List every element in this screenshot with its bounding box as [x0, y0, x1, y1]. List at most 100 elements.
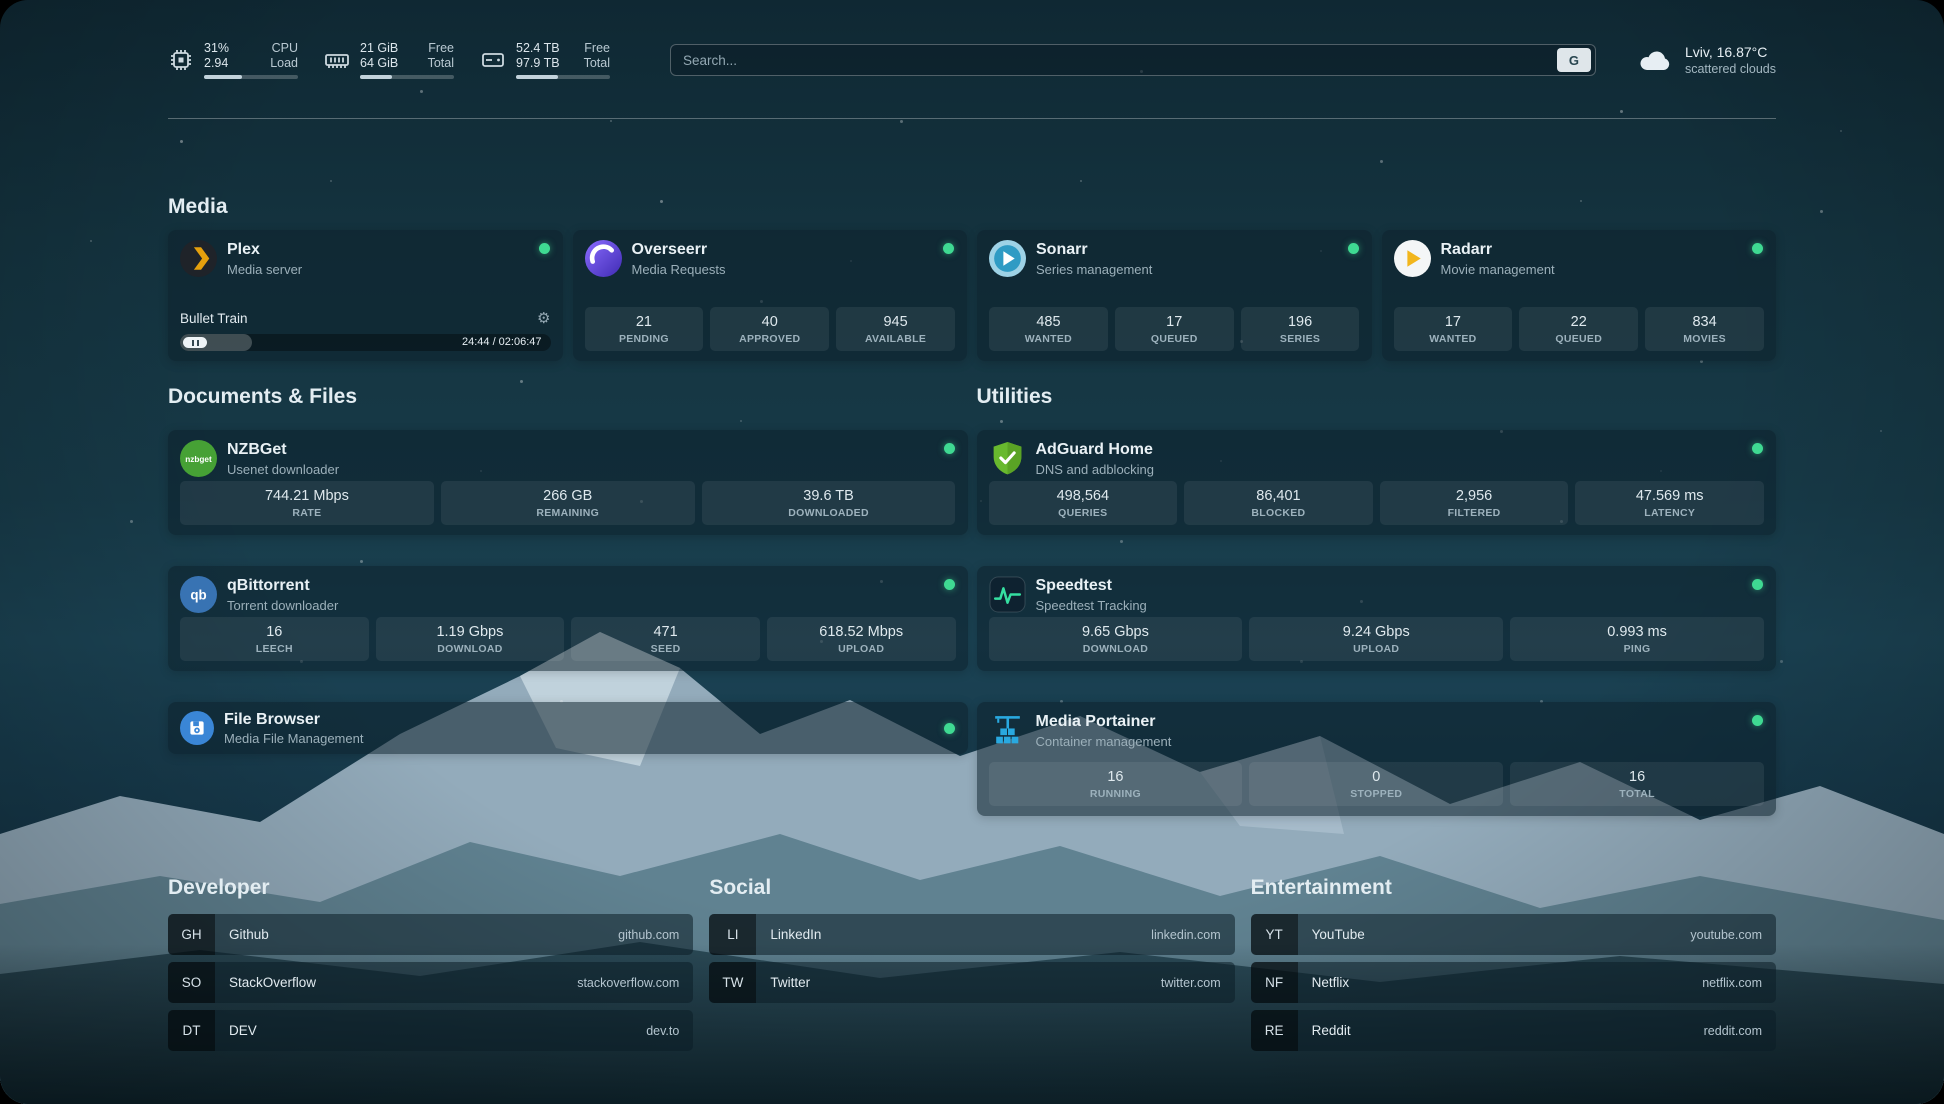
cpu-icon	[171, 50, 191, 71]
bookmark-name: LinkedIn	[770, 927, 822, 942]
stat-label: PING	[1623, 643, 1651, 655]
service-description: Media server	[227, 261, 303, 277]
stat-label: QUERIES	[1058, 507, 1108, 519]
utilities-column: Utilities AdGuard Home DNS and adblockin…	[976, 385, 1776, 816]
service-card-adguard[interactable]: AdGuard Home DNS and adblocking 498,564 …	[976, 430, 1776, 535]
bookmark-item[interactable]: LI LinkedIn linkedin.com	[709, 914, 1235, 955]
service-name: File Browser	[224, 710, 321, 728]
service-card-sonarr[interactable]: Sonarr Series management 485 WANTED 17 Q…	[977, 230, 1372, 361]
bookmark-url: github.com	[618, 927, 680, 942]
header-divider	[168, 118, 1776, 119]
stat-block: 22 QUEUED	[1519, 307, 1639, 351]
stat-label: AVAILABLE	[864, 333, 927, 345]
weather-condition: scattered clouds	[1684, 62, 1776, 76]
stat-label: QUEUED	[1150, 333, 1198, 345]
stat-block: 485 WANTED	[989, 307, 1108, 351]
svg-text:nzbget: nzbget	[185, 455, 212, 464]
bookmark-item[interactable]: NF Netflix netflix.com	[1250, 962, 1776, 1003]
stat-label: DOWNLOADED	[788, 507, 869, 519]
stat-label: LATENCY	[1644, 507, 1696, 519]
stat-label: PENDING	[618, 333, 669, 345]
stat-label: SEED	[650, 643, 681, 655]
stat-value: 744.21 Mbps	[264, 488, 349, 504]
status-dot	[1752, 579, 1763, 590]
bookmark-item[interactable]: TW Twitter twitter.com	[709, 962, 1235, 1003]
stat-value: 39.6 TB	[803, 488, 854, 504]
service-card-plex[interactable]: Plex Media server Bullet Train ⚙ 24:44 /…	[168, 230, 563, 361]
service-name: Speedtest	[1035, 577, 1112, 595]
disk-widget: 52.4 TB Free 97.9 TB Total	[480, 41, 610, 79]
bookmark-url: reddit.com	[1703, 1023, 1762, 1038]
memory-icon	[325, 54, 349, 69]
search-provider-button[interactable]: G	[1556, 48, 1591, 72]
adguard-icon	[989, 440, 1026, 477]
stat-label: DOWNLOAD	[437, 643, 503, 655]
bookmark-item[interactable]: RE Reddit reddit.com	[1250, 1010, 1776, 1051]
stat-value: 16	[266, 624, 283, 640]
stat-value: 0	[1372, 769, 1381, 785]
status-dot	[1752, 243, 1763, 254]
service-stats: 498,564 QUERIES 86,401 BLOCKED 2,956 FIL…	[988, 481, 1764, 525]
bookmark-url: stackoverflow.com	[577, 975, 680, 990]
memory-total-value: 64 GiB	[360, 56, 399, 71]
stat-value: 618.52 Mbps	[819, 624, 904, 640]
player-progress-bar[interactable]: 24:44 / 02:06:47	[180, 334, 551, 351]
bookmark-item[interactable]: GH Github github.com	[168, 914, 694, 955]
radarr-icon	[1393, 240, 1431, 277]
service-description: DNS and adblocking	[1035, 461, 1155, 477]
stat-value: 834	[1692, 314, 1717, 330]
stat-value: 945	[883, 314, 908, 330]
stat-block: 266 GB REMAINING	[440, 481, 695, 525]
pause-button[interactable]	[183, 337, 207, 348]
disk-total-value: 97.9 TB	[516, 56, 560, 71]
section-title-media: Media	[168, 195, 228, 218]
stat-block: 196 SERIES	[1240, 307, 1360, 351]
service-name: Plex	[227, 241, 260, 259]
disk-progress-bar	[516, 75, 610, 79]
status-dot	[1347, 243, 1359, 254]
stat-label: REMAINING	[536, 507, 600, 519]
bookmark-url: twitter.com	[1160, 975, 1221, 990]
service-card-radarr[interactable]: Radarr Movie management 17 WANTED 22 QUE…	[1381, 230, 1776, 361]
section-title-utilities: Utilities	[976, 385, 1053, 408]
top-bar: 31% CPU 2.94 Load 21 GiB Free 64 GiB Total	[168, 36, 1776, 84]
stat-block: 21 PENDING	[584, 307, 704, 351]
stat-block: 16 TOTAL	[1510, 762, 1764, 806]
stat-value: 17	[1166, 314, 1183, 330]
search-input[interactable]	[671, 52, 1557, 68]
service-card-portainer[interactable]: Media Portainer Container management 16 …	[976, 702, 1776, 816]
service-card-speedtest[interactable]: Speedtest Speedtest Tracking 9.65 Gbps D…	[976, 566, 1776, 671]
player-time: 24:44 / 02:06:47	[461, 336, 542, 348]
cpu-load-label: Load	[270, 56, 298, 71]
stat-value: 2,956	[1455, 488, 1493, 504]
service-card-filebrowser[interactable]: File Browser Media File Management	[168, 702, 968, 754]
bookmark-item[interactable]: YT YouTube youtube.com	[1250, 914, 1776, 955]
stat-value: 9.65 Gbps	[1081, 624, 1149, 640]
bookmark-abbr: YT	[1250, 914, 1298, 955]
disk-total-label: Total	[583, 56, 610, 71]
settings-gear-icon[interactable]: ⚙	[537, 310, 551, 327]
stat-value: 17	[1444, 314, 1461, 330]
bookmark-name: Reddit	[1311, 1023, 1351, 1038]
disk-free-value: 52.4 TB	[516, 41, 560, 56]
cpu-progress-bar	[204, 75, 298, 79]
plex-now-playing: Bullet Train ⚙ 24:44 / 02:06:47	[180, 311, 551, 351]
service-description: Media Requests	[631, 261, 726, 277]
bookmark-item[interactable]: DT DEV dev.to	[168, 1010, 694, 1051]
stat-value: 16	[1107, 769, 1124, 785]
stat-value: 196	[1287, 314, 1313, 330]
disk-free-label: Free	[584, 41, 610, 56]
bookmark-name: DEV	[229, 1023, 257, 1038]
stat-value: 16	[1629, 769, 1646, 785]
service-card-qbittorrent[interactable]: qb qBittorrent Torrent downloader 16 LEE…	[168, 566, 968, 671]
bookmark-item[interactable]: SO StackOverflow stackoverflow.com	[168, 962, 694, 1003]
service-card-overseerr[interactable]: Overseerr Media Requests 21 PENDING 40 A…	[572, 230, 967, 361]
memory-free-label: Free	[428, 41, 454, 56]
stat-block: 86,401 BLOCKED	[1184, 481, 1373, 525]
stat-block: 2,956 FILTERED	[1379, 481, 1569, 525]
stat-label: BLOCKED	[1251, 507, 1306, 519]
stat-value: 0.993 ms	[1607, 624, 1667, 640]
status-dot	[943, 722, 955, 734]
service-card-nzbget[interactable]: nzbget NZBGet Usenet downloader 744.21 M…	[168, 430, 968, 535]
service-stats: 744.21 Mbps RATE 266 GB REMAINING 39.6 T…	[180, 481, 956, 525]
